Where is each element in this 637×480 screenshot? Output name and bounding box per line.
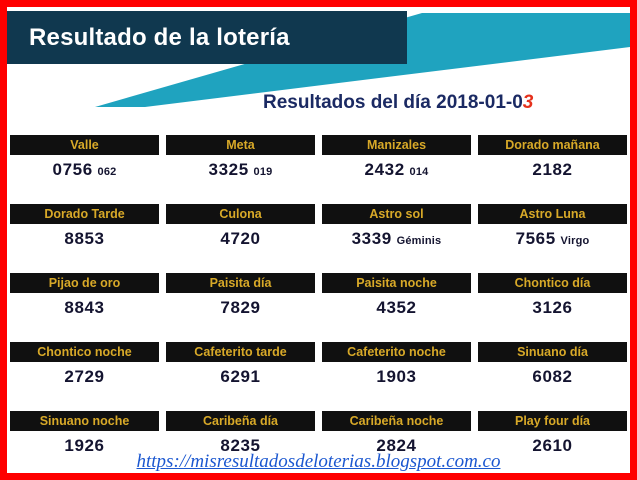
lottery-result-cell: Pijao de oro 8843 bbox=[10, 273, 159, 319]
lottery-number: 2729 bbox=[10, 362, 159, 388]
subtitle-text: Resultados del día 2018-01-0 bbox=[263, 92, 523, 113]
lottery-number: 3126 bbox=[478, 293, 627, 319]
lottery-number-main: 7565 bbox=[515, 229, 556, 248]
lottery-number: 2182 bbox=[478, 155, 627, 181]
lottery-result-cell: Meta 3325 019 bbox=[166, 135, 315, 181]
header: Resultado de la lotería Resultados del d… bbox=[7, 7, 630, 131]
lottery-number: 6082 bbox=[478, 362, 627, 388]
lottery-result-cell: Sinuano noche 1926 bbox=[10, 411, 159, 457]
header-band: Resultado de la lotería bbox=[7, 11, 407, 64]
lottery-result-cell: Manizales 2432 014 bbox=[322, 135, 471, 181]
lottery-name: Astro Luna bbox=[478, 204, 627, 224]
lottery-number-main: 1926 bbox=[64, 436, 105, 455]
lottery-number-main: 2824 bbox=[376, 436, 417, 455]
lottery-number-main: 8843 bbox=[64, 298, 105, 317]
lottery-name: Cafeterito tarde bbox=[166, 342, 315, 362]
lottery-result-cell: Valle 0756 062 bbox=[10, 135, 159, 181]
lottery-name: Caribeña noche bbox=[322, 411, 471, 431]
lottery-name: Valle bbox=[10, 135, 159, 155]
lottery-number-main: 6082 bbox=[532, 367, 573, 386]
lottery-result-cell: Culona 4720 bbox=[166, 204, 315, 250]
lottery-number: 1926 bbox=[10, 431, 159, 457]
lottery-name: Play four día bbox=[478, 411, 627, 431]
lottery-name: Chontico noche bbox=[10, 342, 159, 362]
lottery-number-main: 0756 bbox=[52, 160, 93, 179]
lottery-result-cell: Chontico noche 2729 bbox=[10, 342, 159, 388]
lottery-name: Meta bbox=[166, 135, 315, 155]
lottery-result-cell: Astro sol 3339 Géminis bbox=[322, 204, 471, 250]
lottery-result-cell: Sinuano día 6082 bbox=[478, 342, 627, 388]
lottery-name: Dorado Tarde bbox=[10, 204, 159, 224]
lottery-number-sub: Géminis bbox=[396, 235, 442, 247]
lottery-number: 4720 bbox=[166, 224, 315, 250]
results-date-subtitle: Resultados del día 2018-01-03 bbox=[263, 92, 533, 114]
lottery-number-main: 2610 bbox=[532, 436, 573, 455]
lottery-number: 2610 bbox=[478, 431, 627, 457]
lottery-number-sub: 062 bbox=[97, 166, 117, 178]
lottery-result-cell: Paisita día 7829 bbox=[166, 273, 315, 319]
lottery-result-cell: Cafeterito tarde 6291 bbox=[166, 342, 315, 388]
lottery-name: Pijao de oro bbox=[10, 273, 159, 293]
lottery-number-main: 3126 bbox=[532, 298, 573, 317]
lottery-number-main: 8235 bbox=[220, 436, 261, 455]
lottery-number-main: 7829 bbox=[220, 298, 261, 317]
lottery-result-cell: Astro Luna 7565 Virgo bbox=[478, 204, 627, 250]
lottery-name: Astro sol bbox=[322, 204, 471, 224]
lottery-number-main: 3339 bbox=[351, 229, 392, 248]
lottery-result-cell: Caribeña día 8235 bbox=[166, 411, 315, 457]
lottery-result-cell: Chontico día 3126 bbox=[478, 273, 627, 319]
lottery-number: 4352 bbox=[322, 293, 471, 319]
lottery-number-main: 3325 bbox=[208, 160, 249, 179]
lottery-number-main: 2182 bbox=[532, 160, 573, 179]
lottery-number-sub: 014 bbox=[409, 166, 429, 178]
lottery-number: 8843 bbox=[10, 293, 159, 319]
lottery-number-main: 2729 bbox=[64, 367, 105, 386]
lottery-name: Cafeterito noche bbox=[322, 342, 471, 362]
lottery-name: Caribeña día bbox=[166, 411, 315, 431]
lottery-name: Manizales bbox=[322, 135, 471, 155]
lottery-result-cell: Paisita noche 4352 bbox=[322, 273, 471, 319]
subtitle-accent-digit: 3 bbox=[522, 92, 534, 113]
results-grid: Valle 0756 062 Meta 3325 019 Manizales 2… bbox=[10, 135, 627, 457]
lottery-name: Paisita noche bbox=[322, 273, 471, 293]
page-title: Resultado de la lotería bbox=[29, 23, 290, 51]
lottery-name: Paisita día bbox=[166, 273, 315, 293]
lottery-number-main: 6291 bbox=[220, 367, 261, 386]
lottery-number: 7829 bbox=[166, 293, 315, 319]
lottery-name: Chontico día bbox=[478, 273, 627, 293]
lottery-name: Dorado mañana bbox=[478, 135, 627, 155]
lottery-number-sub: Virgo bbox=[560, 235, 590, 247]
lottery-number: 8853 bbox=[10, 224, 159, 250]
lottery-number-main: 4720 bbox=[220, 229, 261, 248]
lottery-name: Culona bbox=[166, 204, 315, 224]
lottery-number: 6291 bbox=[166, 362, 315, 388]
lottery-result-cell: Cafeterito noche 1903 bbox=[322, 342, 471, 388]
blog-link[interactable]: https://misresultadosdeloterias.blogspot… bbox=[136, 451, 501, 472]
lottery-number-sub: 019 bbox=[253, 166, 273, 178]
lottery-number: 1903 bbox=[322, 362, 471, 388]
lottery-number-main: 2432 bbox=[364, 160, 405, 179]
lottery-result-cell: Dorado Tarde 8853 bbox=[10, 204, 159, 250]
lottery-number-main: 8853 bbox=[64, 229, 105, 248]
lottery-result-cell: Caribeña noche 2824 bbox=[322, 411, 471, 457]
lottery-number: 3325 019 bbox=[166, 155, 315, 181]
lottery-name: Sinuano noche bbox=[10, 411, 159, 431]
lottery-number: 7565 Virgo bbox=[478, 224, 627, 250]
lottery-number: 0756 062 bbox=[10, 155, 159, 181]
lottery-number: 2432 014 bbox=[322, 155, 471, 181]
lottery-number: 3339 Géminis bbox=[322, 224, 471, 250]
lottery-number-main: 4352 bbox=[376, 298, 417, 317]
lottery-result-cell: Play four día 2610 bbox=[478, 411, 627, 457]
footer: https://misresultadosdeloterias.blogspot… bbox=[7, 451, 630, 473]
lottery-number-main: 1903 bbox=[376, 367, 417, 386]
lottery-number: 8235 bbox=[166, 431, 315, 457]
lottery-result-cell: Dorado mañana 2182 bbox=[478, 135, 627, 181]
lottery-name: Sinuano día bbox=[478, 342, 627, 362]
lottery-number: 2824 bbox=[322, 431, 471, 457]
